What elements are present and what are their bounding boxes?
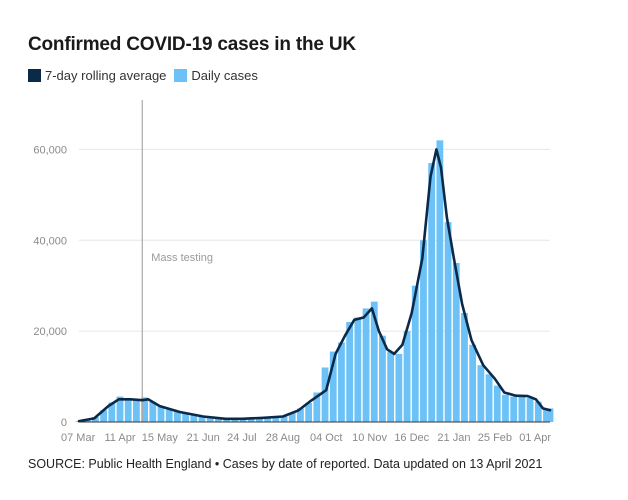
daily-cases-bar [231,418,239,422]
mass-testing-annotation: Mass testing [141,100,213,422]
source-note: SOURCE: Public Health England • Cases by… [28,457,543,471]
daily-cases-bar [354,317,362,422]
daily-cases-bars [75,140,554,423]
daily-cases-bar [469,344,477,422]
daily-cases-bar [379,335,386,422]
daily-cases-bar [346,322,354,422]
legend-label-daily-cases: Daily cases [191,68,258,83]
daily-cases-bar [83,420,91,422]
daily-cases-bar [461,312,468,422]
daily-cases-bar [485,374,493,422]
x-tick-label: 04 Oct [310,432,342,444]
daily-cases-bar [510,396,518,422]
daily-cases-bar [116,396,124,422]
daily-cases-bar [272,417,280,422]
daily-cases-bar [428,163,436,423]
daily-cases-bar [543,409,550,422]
daily-cases-bar [223,418,231,422]
legend-label-rolling-average: 7-day rolling average [45,68,167,83]
legend-swatch-daily-cases [174,69,188,82]
y-axis-labels: 0 20,000 40,000 60,000 [33,144,67,429]
x-tick-label: 25 Feb [478,432,512,444]
daily-cases-bar [403,331,411,422]
x-tick-label: 15 May [142,432,179,444]
x-tick-label: 11 Apr [105,432,136,444]
daily-cases-bar [124,398,132,422]
daily-cases-bar [452,263,460,422]
daily-cases-bar [534,401,542,422]
daily-cases-bar [321,367,329,422]
daily-cases-bar [436,140,444,423]
daily-cases-bar [362,308,370,422]
daily-cases-bar [297,408,304,422]
mass-testing-label: Mass testing [151,252,213,264]
daily-cases-bar [329,351,337,422]
daily-cases-bar [149,402,157,422]
daily-cases-bar [239,418,247,422]
daily-cases-bar [215,418,222,422]
legend-swatch-rolling-average [28,69,41,82]
chart-title: Confirmed COVID-19 cases in the UK [28,34,356,55]
legend: 7-day rolling average Daily cases [28,68,266,83]
x-tick-label: 28 Aug [266,432,300,444]
y-tick-label: 40,000 [33,235,67,247]
x-tick-label: 24 Jul [227,432,256,444]
daily-cases-bar [100,410,108,422]
daily-cases-bar [198,416,206,422]
daily-cases-bar [313,392,321,422]
gridlines [79,148,550,332]
daily-cases-bar [387,351,395,422]
daily-cases-bar [502,394,509,422]
x-tick-label: 21 Jan [437,432,470,444]
daily-cases-bar [477,365,485,422]
daily-cases-bar [395,353,403,422]
daily-cases-bar [264,417,272,422]
daily-cases-bar [526,397,534,422]
daily-cases-bar [546,408,554,422]
x-tick-label: 07 Mar [61,432,96,444]
daily-cases-bar [420,240,427,422]
daily-cases-bar [288,412,296,422]
daily-cases-bar [206,417,214,422]
daily-cases-bar [338,342,345,422]
daily-cases-bar [444,222,452,422]
daily-cases-bar [165,409,173,422]
daily-cases-bar [133,399,140,422]
daily-cases-bar [411,285,419,422]
daily-cases-bar [493,385,501,422]
daily-cases-bar [157,406,165,422]
daily-cases-bar [280,416,288,422]
y-tick-label: 20,000 [33,326,67,338]
x-tick-label: 10 Nov [352,432,387,444]
legend-item-daily-cases: Daily cases [174,68,258,83]
daily-cases-bar [108,402,116,422]
daily-cases-bar [141,397,149,422]
x-tick-label: 16 Dec [394,432,429,444]
daily-cases-bar [92,417,99,422]
x-tick-label: 21 Jun [187,432,220,444]
daily-cases-bar [518,397,526,422]
daily-cases-bar [247,418,255,422]
daily-cases-bar [190,415,198,422]
y-tick-label: 60,000 [33,144,67,156]
daily-cases-bar [256,417,263,422]
daily-cases-bar [174,411,181,422]
daily-cases-bar [370,301,378,422]
rolling-average-line [77,148,552,423]
legend-item-rolling-average: 7-day rolling average [28,68,166,83]
daily-cases-bar [305,402,313,422]
y-tick-label: 0 [61,417,67,429]
x-axis-labels: 07 Mar 11 Apr 15 May 21 Jun 24 Jul 28 Aug 04 O… [61,432,551,444]
x-tick-label: 01 Apr [519,432,551,444]
daily-cases-bar [182,413,190,422]
